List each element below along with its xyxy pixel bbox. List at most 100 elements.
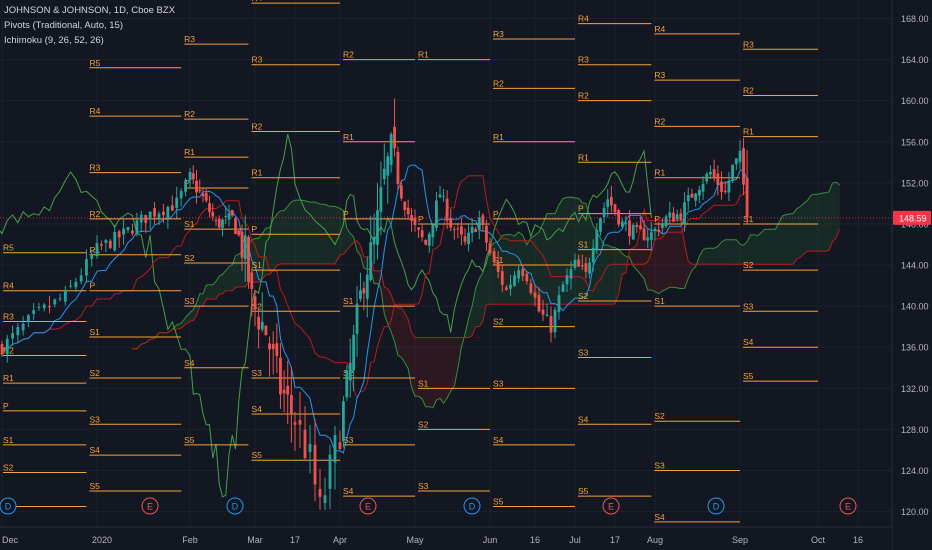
candle-body	[591, 247, 595, 263]
earnings-event-marker[interactable]: E	[141, 497, 159, 515]
pivot-label: R3	[743, 39, 754, 49]
earnings-event-marker[interactable]: E	[602, 497, 620, 515]
event-circle	[707, 497, 725, 515]
candle-body	[580, 265, 584, 267]
dividend-event-marker[interactable]: D	[0, 497, 17, 515]
candle-body	[500, 271, 504, 285]
price-tick-label: 120.00	[901, 507, 929, 517]
candle-body	[298, 420, 302, 425]
candle-body	[537, 294, 541, 312]
candle-body	[293, 422, 297, 425]
lagging-span	[0, 133, 652, 498]
candle-body	[48, 306, 51, 308]
candle-body	[720, 181, 723, 192]
cloud-segment	[710, 248, 715, 265]
cloud-segment	[796, 206, 801, 260]
cloud-segment	[494, 241, 499, 305]
candle-body	[184, 180, 187, 192]
cloud-segment	[510, 234, 515, 305]
candle-body	[617, 210, 621, 225]
candle-body	[602, 207, 606, 218]
pivot-label: R3	[3, 312, 14, 322]
candle-body	[195, 180, 198, 193]
cloud-segment	[786, 214, 790, 265]
price-tick-label: 164.00	[901, 55, 929, 65]
event-circle	[0, 497, 17, 515]
cloud-segment	[251, 238, 255, 283]
cloud-segment	[575, 197, 579, 305]
candle-body	[201, 193, 205, 197]
candle-body	[649, 232, 653, 240]
candle-body	[32, 310, 36, 314]
cloud-segment	[832, 181, 837, 242]
candle-body	[573, 259, 577, 268]
candle-body	[0, 344, 4, 355]
candle-body	[74, 281, 78, 288]
pivot-label: P	[654, 214, 660, 224]
cloud-segment	[300, 200, 305, 264]
pivot-label: R1	[343, 132, 354, 142]
pivot-label: R3	[493, 29, 504, 39]
candle-body	[427, 233, 431, 246]
cloud-segment	[482, 256, 487, 321]
cloud-segment	[728, 239, 733, 265]
candle-body	[338, 442, 342, 450]
candle-body	[286, 385, 290, 395]
candle-body	[243, 235, 247, 260]
candle-body	[628, 220, 631, 237]
candle-body	[157, 213, 161, 219]
dividend-event-marker[interactable]: D	[463, 497, 481, 515]
candle-body	[230, 210, 234, 216]
cloud-segment	[688, 261, 692, 279]
dividend-event-marker[interactable]: D	[226, 497, 244, 515]
candle-body	[379, 187, 383, 212]
candle-body	[435, 200, 438, 228]
cloud-segment	[740, 244, 744, 265]
pivot-label: R3	[184, 34, 195, 44]
candle-body	[481, 215, 485, 225]
cloud-segment	[280, 210, 285, 264]
candle-body	[224, 216, 228, 218]
ichimoku-indicator-label[interactable]: Ichimoku (9, 26, 52, 26)	[4, 35, 104, 46]
cloud-segment	[666, 220, 670, 290]
cloud-segment	[669, 220, 674, 288]
candle-body	[386, 156, 390, 176]
candle-body	[21, 323, 25, 331]
pivot-label: R3	[654, 70, 665, 80]
cloud-segment	[506, 234, 511, 305]
earnings-event-marker[interactable]: E	[359, 497, 377, 515]
candle-body	[533, 292, 537, 298]
candle-body	[588, 262, 591, 274]
earnings-event-marker[interactable]: E	[839, 497, 857, 515]
candle-body	[175, 197, 179, 208]
candle-body	[686, 195, 690, 202]
pivot-label: R1	[89, 245, 100, 255]
candle-body	[438, 194, 442, 198]
candle-body	[406, 207, 410, 215]
pivot-label: S2	[252, 301, 263, 311]
pivots-indicator-label[interactable]: Pivots (Traditional, Auto, 15)	[4, 20, 123, 31]
pivot-label: S1	[3, 435, 14, 445]
cloud-segment	[415, 337, 419, 397]
candle-body	[679, 213, 683, 221]
event-circle	[602, 497, 620, 515]
candle-body	[577, 259, 581, 267]
cloud-segment	[232, 255, 236, 291]
candle-body	[517, 270, 521, 279]
candle-body	[690, 193, 694, 198]
time-tick-label: Apr	[333, 535, 347, 545]
candle-body	[609, 196, 613, 206]
dividend-event-marker[interactable]: D	[707, 497, 725, 515]
price-axis[interactable]: 168.00164.00160.00156.00152.00148.00144.…	[891, 0, 932, 550]
cloud-segment	[771, 229, 776, 265]
time-axis[interactable]: Dec 2020 Feb Mar 17 Apr May Jun 16 Jul 17 Aug Sep Oct…	[0, 526, 892, 550]
cloud-segment	[768, 229, 772, 265]
candle-body	[553, 309, 557, 333]
symbol-title[interactable]: JOHNSON & JOHNSON, 1D, Cboe BZX	[4, 5, 176, 16]
candle-body	[144, 214, 148, 223]
candle-body	[521, 269, 525, 277]
candle-body	[431, 224, 435, 238]
candle-body	[420, 230, 424, 238]
candle-body	[208, 203, 211, 212]
